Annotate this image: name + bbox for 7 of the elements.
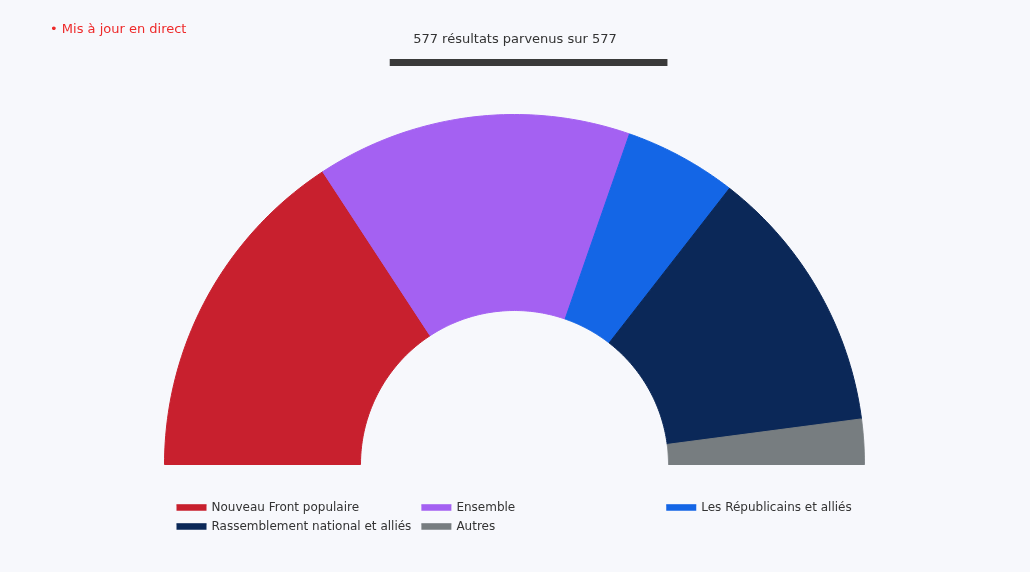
legend-label: Autres <box>456 519 496 534</box>
legend-label: Les Républicains et alliés <box>701 500 852 515</box>
legend-label: Ensemble <box>456 500 516 515</box>
text: • Mis à jour en direct <box>50 21 187 36</box>
chart-title: 577 résultats parvenus sur 577 <box>413 31 617 47</box>
legend-label: Rassemblement national et alliés <box>211 519 412 534</box>
legend-label: Nouveau Front populaire <box>211 500 360 515</box>
